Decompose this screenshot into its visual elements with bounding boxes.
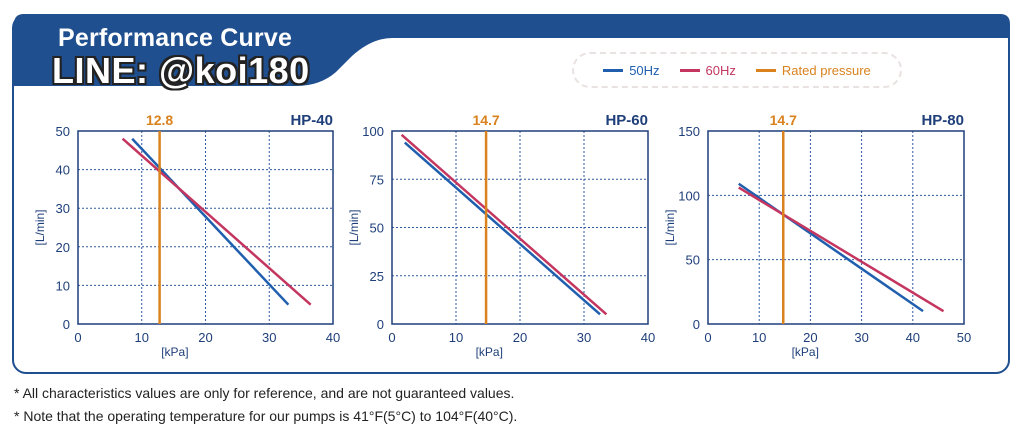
header-banner-shape	[14, 14, 1010, 86]
x-tick-label: 30	[262, 330, 276, 345]
plot-area	[707, 130, 965, 325]
y-tick-label: 25	[370, 269, 384, 284]
x-tick-label: 0	[704, 330, 711, 345]
series-line-50hz	[131, 137, 290, 306]
x-tick-label: 10	[135, 330, 149, 345]
plot-area	[391, 130, 649, 325]
chart-hp-40: 0 10 20 30 40 0 10 20 30 40 50 [kPa] [L/min] HP-40 12.…	[33, 112, 340, 359]
x-tick-label: 20	[803, 330, 817, 345]
y-tick-label: 100	[362, 124, 384, 139]
x-tick-label: 20	[198, 330, 212, 345]
chart-title: HP-80	[921, 112, 964, 129]
chart-title: HP-40	[290, 112, 333, 129]
y-tick-label: 40	[56, 163, 70, 178]
rated-pressure-label: 14.7	[770, 112, 797, 128]
y-tick-label: 50	[370, 221, 384, 236]
x-tick-label: 0	[388, 330, 395, 345]
x-tick-label: 40	[326, 330, 340, 345]
y-tick-label: 30	[56, 201, 70, 216]
legend-label-60hz: 60Hz	[705, 62, 736, 78]
y-tick-label: 75	[370, 172, 384, 187]
rated-pressure-label: 12.8	[146, 112, 173, 128]
x-tick-label: 10	[752, 330, 766, 345]
x-tick-label: 0	[74, 330, 81, 345]
x-tick-label: 30	[854, 330, 868, 345]
chart-hp-60: 0 10 20 30 40 0 25 50 75 100 [kPa] [L/min] HP-60 14.7	[347, 112, 655, 359]
series-line-60hz	[738, 186, 945, 313]
x-tick-label: 20	[513, 330, 527, 345]
series-line-60hz	[121, 137, 312, 306]
y-axis-label: [L/min]	[347, 209, 361, 245]
note-line-1: * All characteristics values are only fo…	[14, 385, 515, 401]
x-tick-label: 30	[577, 330, 591, 345]
series-line-50hz	[403, 141, 601, 316]
series-line-60hz	[400, 133, 608, 316]
header-banner	[14, 14, 1010, 86]
legend-swatch-50hz	[603, 68, 624, 72]
y-axis-label: [L/min]	[663, 209, 677, 245]
note-line-2: * Note that the operating temperature fo…	[14, 408, 518, 424]
y-tick-label: 100	[678, 188, 700, 203]
y-tick-label: 0	[63, 317, 70, 332]
legend-item-rated-pressure: Rated pressure	[755, 62, 871, 78]
y-tick-label: 50	[56, 124, 70, 139]
x-tick-label: 50	[957, 330, 971, 345]
chart-hp-80: 0 10 20 30 40 50 0 50 100 150 [kPa] [L/min] HP-80 14.…	[663, 112, 971, 359]
legend: 50Hz 60Hz Rated pressure	[572, 52, 902, 88]
x-tick-label: 10	[449, 330, 463, 345]
legend-item-50hz: 50Hz	[603, 62, 660, 78]
x-axis-label: [kPa]	[476, 345, 503, 359]
legend-label-50hz: 50Hz	[629, 62, 660, 78]
y-tick-label: 20	[56, 240, 70, 255]
x-tick-label: 40	[641, 330, 655, 345]
legend-item-60hz: 60Hz	[679, 62, 736, 78]
y-tick-label: 10	[56, 278, 70, 293]
x-axis-label: [kPa]	[161, 345, 188, 359]
y-tick-label: 0	[693, 317, 700, 332]
page-title: Performance Curve	[58, 24, 293, 52]
x-axis-label: [kPa]	[792, 345, 819, 359]
chart-title: HP-60	[605, 112, 648, 129]
legend-swatch-rated-pressure	[755, 68, 776, 72]
y-tick-label: 0	[377, 317, 384, 332]
plot-area	[77, 130, 334, 325]
y-tick-label: 150	[678, 124, 700, 139]
legend-swatch-60hz	[679, 68, 700, 72]
legend-label-rated-pressure: Rated pressure	[781, 62, 871, 78]
watermark-text: LINE: @koi180	[52, 50, 310, 91]
y-tick-label: 50	[686, 253, 700, 268]
y-axis-label: [L/min]	[33, 209, 47, 245]
x-tick-label: 40	[906, 330, 920, 345]
rated-pressure-label: 14.7	[472, 112, 499, 128]
